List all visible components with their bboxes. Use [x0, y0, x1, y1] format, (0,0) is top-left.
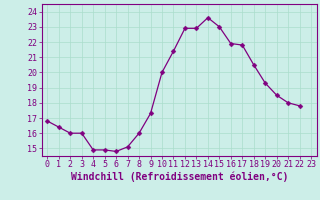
X-axis label: Windchill (Refroidissement éolien,°C): Windchill (Refroidissement éolien,°C) [70, 172, 288, 182]
